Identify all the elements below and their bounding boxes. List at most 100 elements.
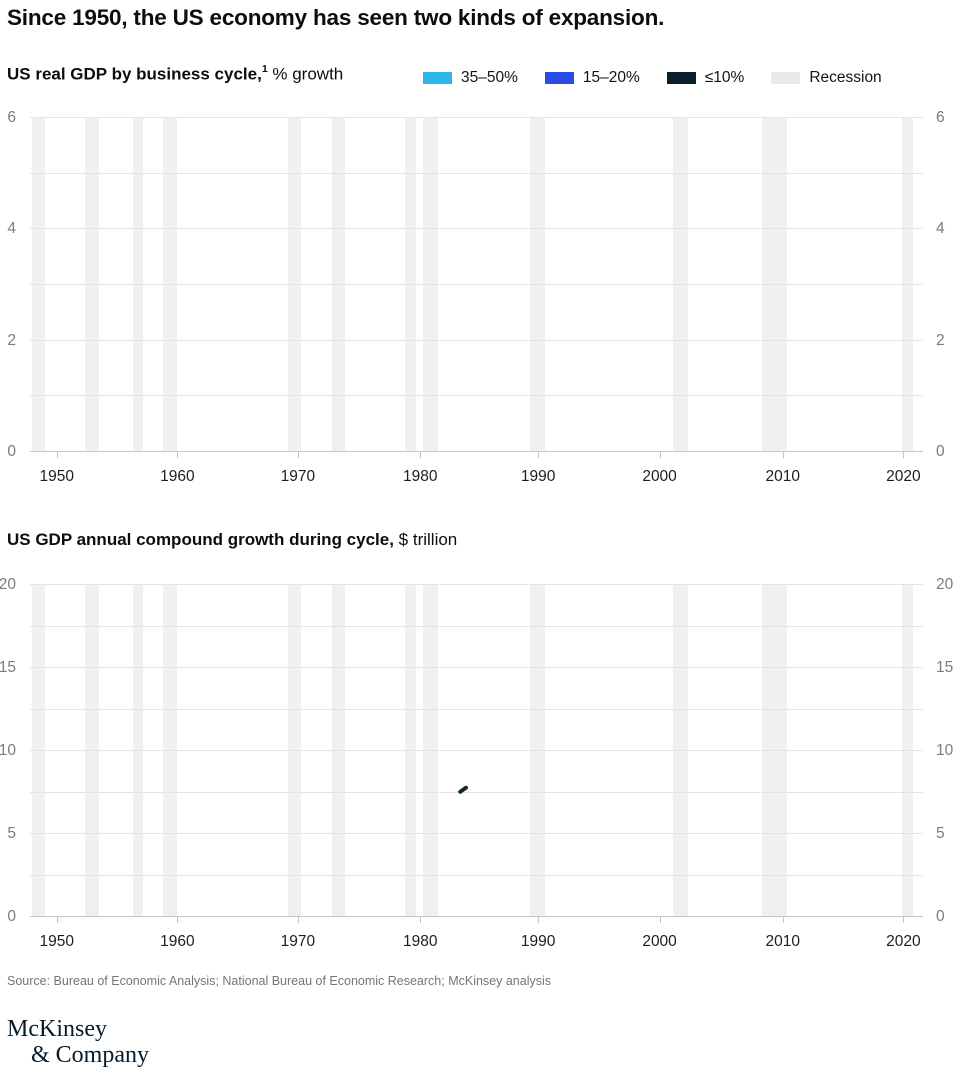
footnote-marker: 1 — [261, 63, 268, 75]
recession-band — [163, 118, 178, 452]
y-axis-label-left: 2 — [7, 331, 16, 349]
recession-band — [31, 118, 46, 452]
gridline — [30, 874, 923, 876]
x-axis-tick — [177, 452, 179, 458]
recession-band — [331, 118, 346, 452]
legend-label: 15–20% — [582, 69, 640, 86]
y-axis-label-left: 0 — [7, 908, 16, 925]
gdp-level-chart: 0 0 5 5 10 10 15 15 20 20 1950 1960 1970 1980 1990 2000… — [0, 576, 953, 950]
gridline — [30, 833, 923, 834]
legend-swatch-cyan — [423, 72, 452, 84]
gridline — [30, 395, 923, 397]
logo-line1: McKinsey — [7, 1016, 107, 1042]
chart1-title-bold: US real GDP by business cycle, — [7, 64, 262, 84]
x-axis-tick — [538, 917, 540, 923]
x-axis-tick — [903, 917, 905, 923]
recession-band — [762, 585, 788, 917]
x-axis-label: 1960 — [160, 933, 195, 950]
x-axis-tick — [56, 452, 58, 458]
x-axis-label: 1990 — [520, 933, 556, 950]
y-axis-label-right: 15 — [936, 659, 954, 676]
x-axis-label: 1960 — [160, 468, 195, 485]
recession-band — [672, 585, 689, 917]
x-axis-tick — [177, 917, 179, 923]
recession-band — [405, 118, 416, 452]
recession-band — [530, 585, 546, 917]
recession-band — [901, 118, 914, 452]
y-axis-label-right: 2 — [936, 331, 945, 349]
recession-band — [422, 118, 439, 452]
y-axis-label-left: 15 — [0, 659, 16, 676]
x-axis-label: 2020 — [886, 468, 921, 485]
chart2-title: US GDP annual compound growth during cyc… — [7, 530, 457, 550]
gridline — [30, 117, 923, 118]
x-axis-baseline — [30, 451, 923, 452]
x-axis-tick — [297, 452, 299, 458]
gridline — [30, 625, 923, 627]
y-axis-label-left: 6 — [7, 109, 16, 126]
x-axis-tick — [56, 917, 58, 923]
x-axis-label: 1980 — [402, 468, 438, 485]
recession-band — [672, 118, 689, 452]
gridline — [30, 791, 923, 793]
x-axis-label: 1990 — [520, 468, 556, 485]
x-axis-tick — [659, 917, 661, 923]
gdp-growth-by-cycle-chart: 0 0 2 2 4 4 6 6 1950 1960 1970 1980 1990 2000 2010 2020 — [7, 109, 944, 485]
chart2-title-unit: $ trillion — [393, 530, 458, 549]
legend-swatch-recession — [771, 72, 801, 84]
gridline — [30, 667, 923, 668]
y-axis-label-right: 6 — [936, 109, 945, 126]
legend-label: Recession — [809, 69, 882, 86]
recession-band — [132, 118, 144, 452]
y-axis-label-left: 4 — [7, 220, 16, 238]
legend-swatch-blue — [544, 72, 574, 84]
legend-item-35-50: 35–50% — [423, 69, 518, 87]
recession-band — [762, 118, 788, 452]
y-axis-label-left: 10 — [0, 742, 16, 759]
y-axis-label-right: 4 — [936, 220, 945, 238]
x-axis-label: 2010 — [765, 468, 801, 485]
x-axis-label: 2000 — [642, 468, 677, 485]
chart2-title-bold: US GDP annual compound growth during cyc… — [7, 530, 394, 549]
y-axis-label-right: 0 — [936, 908, 945, 925]
x-axis-label: 1950 — [39, 468, 75, 485]
legend-item-recession: Recession — [771, 69, 882, 87]
gridline — [30, 228, 923, 230]
x-axis-label: 1970 — [280, 933, 316, 950]
x-axis-tick — [420, 452, 422, 458]
recession-band — [132, 585, 144, 917]
x-axis-label: 1970 — [280, 468, 316, 485]
x-axis-tick — [538, 452, 540, 458]
recession-band — [31, 585, 46, 917]
gridline — [30, 339, 923, 341]
recession-band — [405, 585, 416, 917]
x-axis-label: 2020 — [886, 933, 921, 950]
x-axis-label: 2010 — [765, 933, 801, 950]
x-axis-label: 2000 — [642, 933, 677, 950]
recession-band — [331, 585, 346, 917]
legend-item-le10: ≤10% — [666, 69, 745, 87]
gridline — [30, 584, 923, 585]
source-note: Source: Bureau of Economic Analysis; Nat… — [7, 974, 552, 988]
x-axis-tick — [782, 917, 784, 923]
x-axis-tick — [297, 917, 299, 923]
x-axis-baseline — [30, 916, 923, 917]
recession-band — [901, 585, 914, 917]
y-axis-label-right: 20 — [936, 576, 954, 593]
legend-label: ≤10% — [704, 69, 745, 86]
y-axis-label-right: 0 — [936, 443, 945, 460]
x-axis-label: 1950 — [39, 933, 75, 950]
recession-band — [85, 118, 99, 452]
legend-label: 35–50% — [461, 69, 518, 86]
y-axis-label-left: 0 — [7, 443, 16, 460]
gridline — [30, 750, 923, 751]
y-axis-label-right: 10 — [936, 742, 954, 759]
y-axis-label-left: 5 — [7, 825, 16, 842]
x-axis-label: 1980 — [402, 933, 438, 950]
recession-band — [85, 585, 99, 917]
x-axis-tick — [659, 452, 661, 458]
recession-band — [422, 585, 439, 917]
recession-band — [530, 118, 546, 452]
x-axis-tick — [782, 452, 784, 458]
